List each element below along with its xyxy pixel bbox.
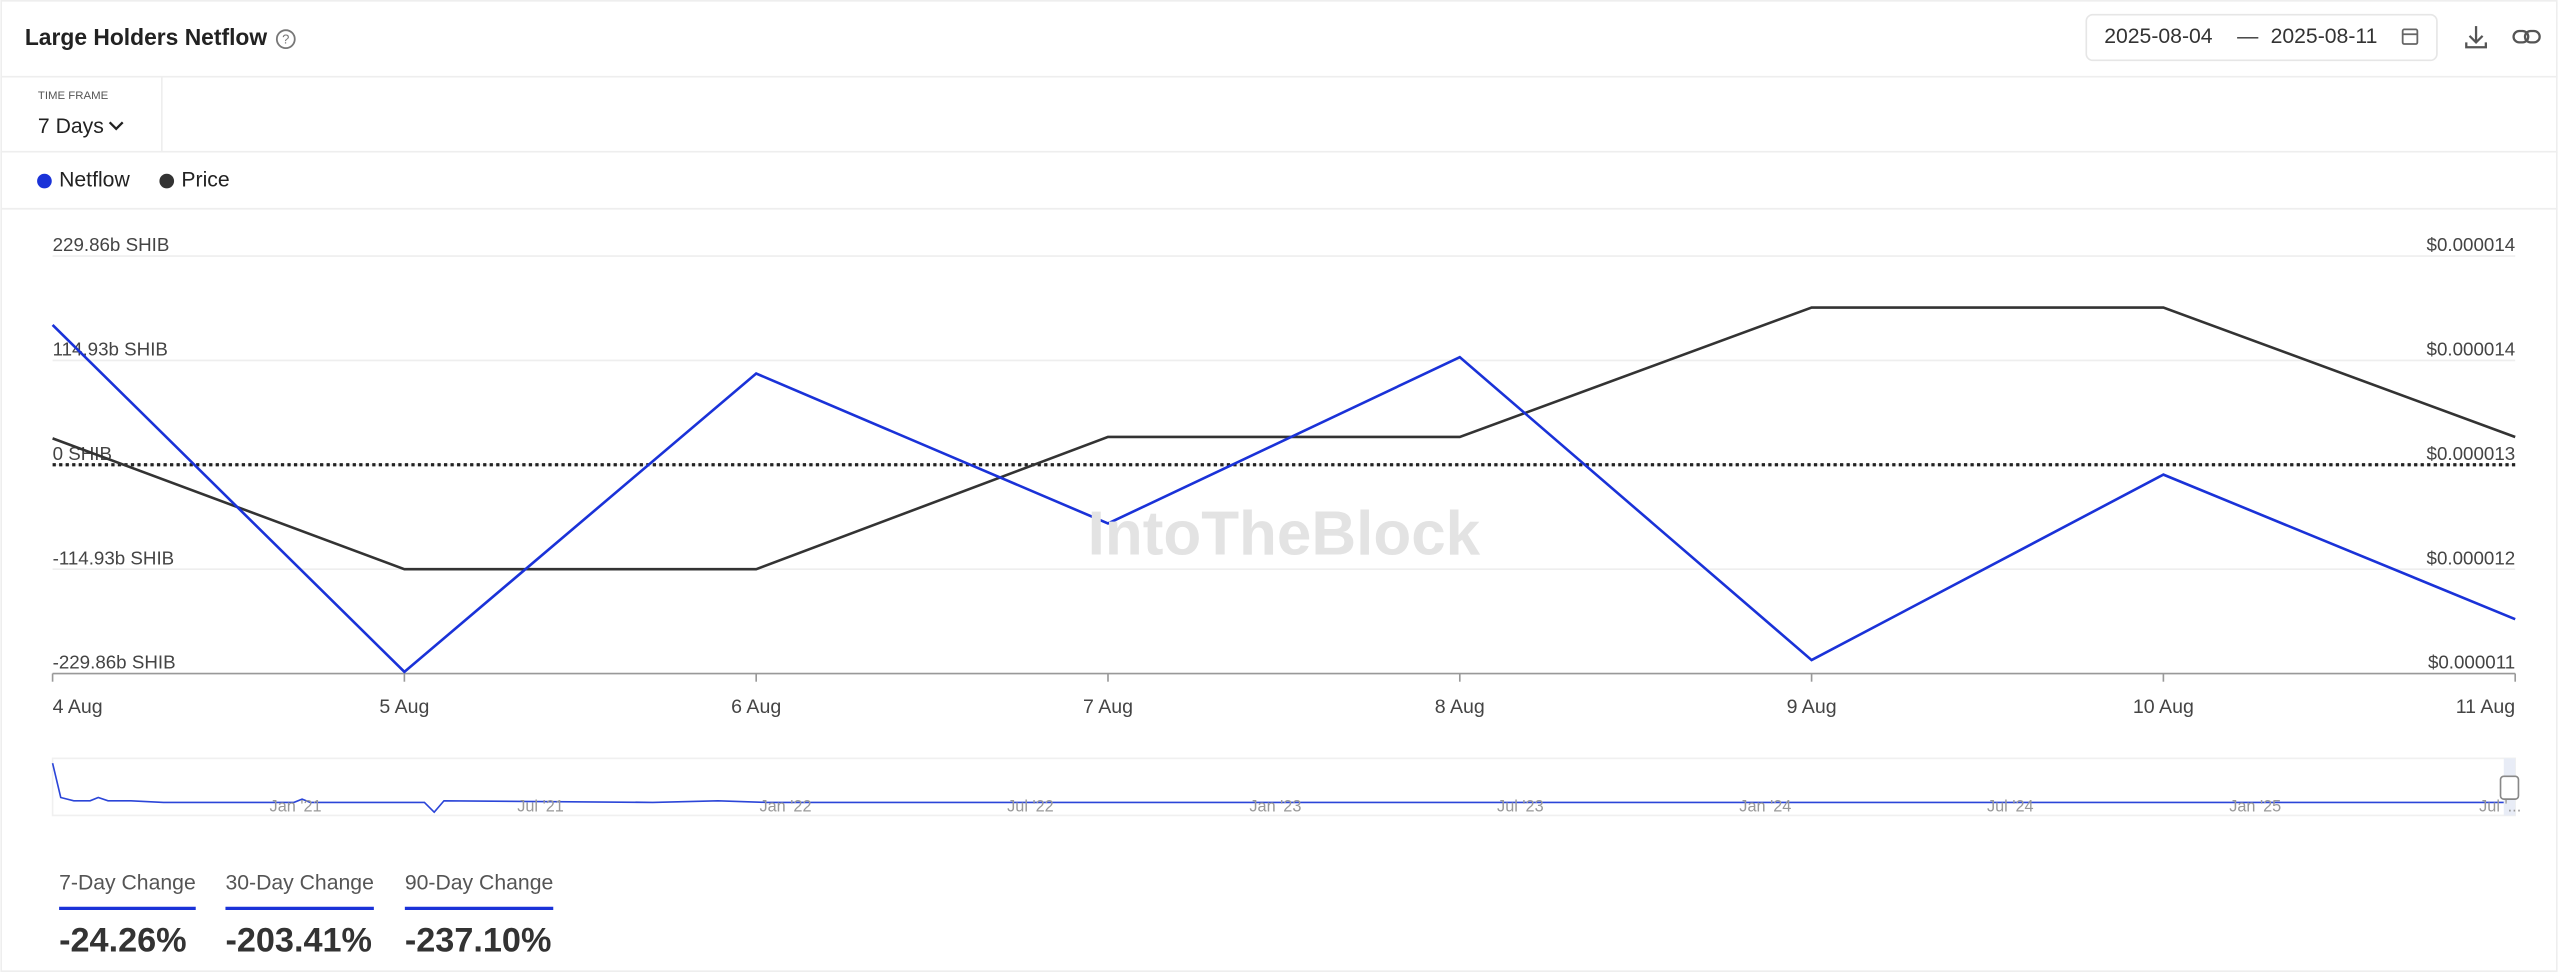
- navigator-axis: Jan '21 Jul '21 Jan '22 Jul '22 Jan '23 Jul '…: [270, 798, 2522, 816]
- x-tick-label: 6 Aug: [731, 696, 781, 718]
- navigator-label: Jan '23: [1249, 798, 1301, 816]
- y-tick-label: 0 SHIB: [53, 443, 112, 464]
- change-tab[interactable]: 90-Day Change: [405, 872, 553, 895]
- changes: 7-Day Change -24.26% 30-Day Change -203.41%…: [59, 872, 554, 960]
- y-tick-label: -114.93b SHIB: [53, 547, 175, 568]
- navigator-label: Jul '22: [1007, 798, 1054, 816]
- x-tick-label: 7 Aug: [1083, 696, 1133, 718]
- series-line: [51, 324, 2516, 674]
- x-tick-label: 4 Aug: [53, 696, 103, 718]
- timeframe-select[interactable]: 7 Days: [38, 115, 104, 138]
- timeframe-label: TIME FRAME: [38, 90, 109, 102]
- y2-tick-label: $0.000013: [2427, 443, 2516, 464]
- date-to: 2025-08-11: [2271, 25, 2378, 48]
- title: Large Holders Netflow: [25, 24, 268, 50]
- watermark: IntoTheBlock: [1088, 500, 1481, 569]
- legend-swatch: [159, 173, 175, 189]
- navigator-label: Jan '24: [1739, 798, 1791, 816]
- y2-tick-label: $0.000014: [2427, 234, 2516, 255]
- date-separator: —: [2237, 25, 2259, 48]
- x-tick-label: 10 Aug: [2133, 696, 2194, 718]
- svg-text:?: ?: [282, 31, 289, 46]
- legend-label[interactable]: Price: [181, 169, 229, 192]
- change-value: -237.10%: [405, 922, 552, 960]
- date-range[interactable]: [2085, 13, 2438, 62]
- dropdown-caret[interactable]: [108, 121, 124, 131]
- y2-tick-label: $0.000014: [2427, 339, 2516, 360]
- change-tab[interactable]: 30-Day Change: [225, 872, 373, 895]
- download-icon[interactable]: [2465, 26, 2487, 49]
- change-tab[interactable]: 7-Day Change: [59, 872, 196, 895]
- navigator-label: Jul '...: [2479, 798, 2521, 816]
- navigator-label: Jul '24: [1987, 798, 2034, 816]
- navigator-label: Jul '23: [1497, 798, 1544, 816]
- y2-tick-label: $0.000012: [2427, 547, 2516, 568]
- navigator-label: Jul '21: [517, 798, 564, 816]
- x-tick-label: 9 Aug: [1787, 696, 1837, 718]
- y2-tick-label: $0.000011: [2428, 652, 2515, 673]
- legend-swatch: [37, 173, 52, 189]
- help-icon[interactable]: ?: [275, 29, 296, 50]
- navigator[interactable]: [51, 757, 2520, 817]
- change-value: -24.26%: [59, 922, 187, 960]
- x-tick-label: 11 Aug: [2456, 696, 2515, 718]
- navigator-label: Jan '25: [2229, 798, 2281, 816]
- navigator-label: Jan '21: [270, 798, 322, 816]
- link-icon[interactable]: [2512, 29, 2541, 44]
- date-from: 2025-08-04: [2104, 25, 2213, 48]
- navigator-label: Jan '22: [759, 798, 811, 816]
- change-value: -203.41%: [225, 922, 372, 960]
- y-tick-label: 229.86b SHIB: [53, 234, 170, 255]
- y-tick-label: -229.86b SHIB: [53, 652, 176, 673]
- x-tick-label: 5 Aug: [379, 696, 429, 718]
- calendar-icon[interactable]: [2401, 28, 2419, 45]
- legend-label[interactable]: Netflow: [59, 169, 130, 192]
- series-line: [52, 306, 2516, 571]
- x-tick-label: 8 Aug: [1435, 696, 1485, 718]
